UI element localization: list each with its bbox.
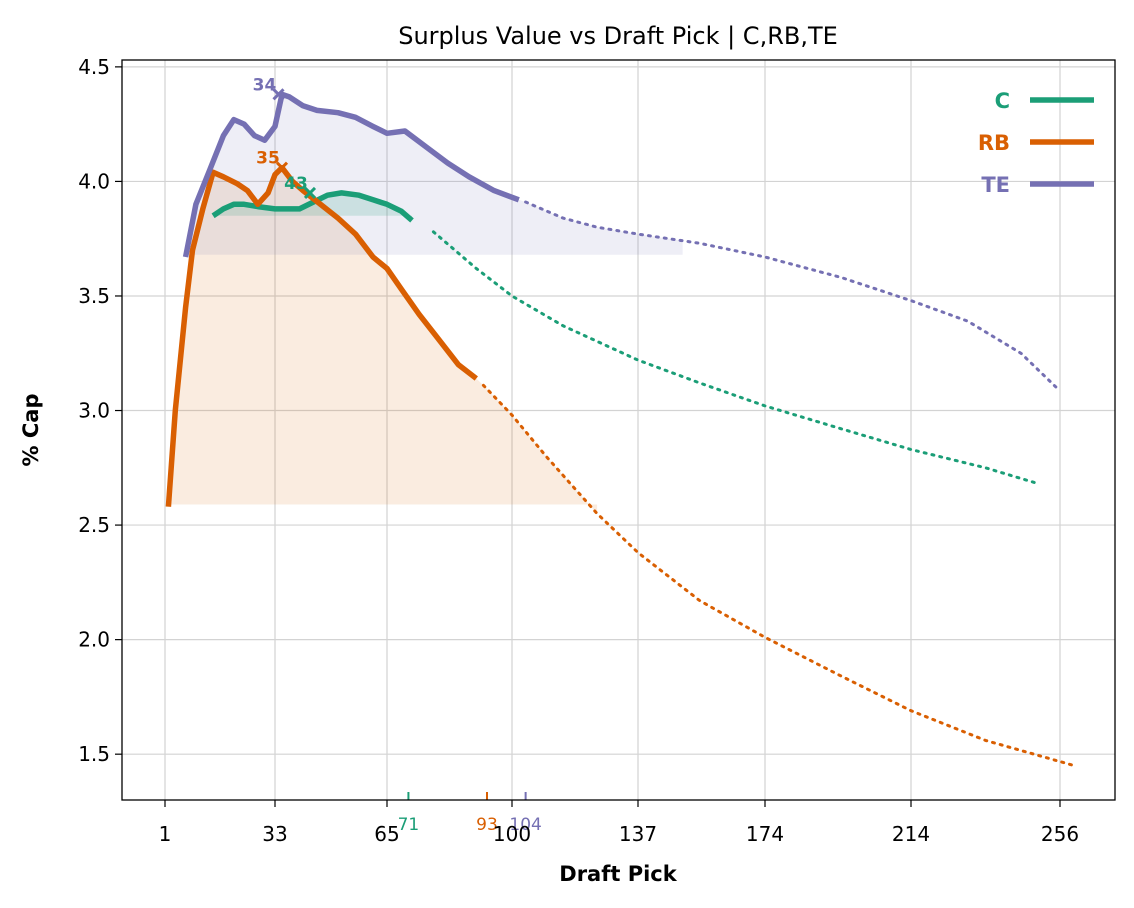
series-rb-dotted <box>481 383 1076 768</box>
rug-marks: 71 93 104 <box>398 792 542 835</box>
chart-title: Surplus Value vs Draft Pick | C,RB,TE <box>398 22 838 50</box>
y-tick-label: 3.0 <box>78 399 110 423</box>
series-te-line <box>182 91 520 258</box>
legend-label-rb: RB <box>978 131 1010 155</box>
rug-label-c: 71 <box>398 815 420 835</box>
peak-x-stroke <box>272 88 285 101</box>
y-tick-label: 1.5 <box>78 742 110 766</box>
gridlines <box>122 60 1115 800</box>
legend: C RB TE <box>978 89 1094 197</box>
legend-label-c: C <box>995 89 1010 113</box>
x-tick-label: 65 <box>374 822 399 846</box>
y-tick-label: 2.5 <box>78 513 110 537</box>
y-tick-label: 4.5 <box>78 55 110 79</box>
fill-area-rb <box>168 167 598 514</box>
rug-label-te: 104 <box>509 815 541 835</box>
peak-marker-rb <box>275 161 289 174</box>
x-tick-label: 174 <box>746 822 784 846</box>
x-axis: 1 33 65 100 137 174 214 256 <box>159 800 1079 846</box>
x-tick-label: 1 <box>159 822 172 846</box>
y-tick-label: 2.0 <box>78 628 110 652</box>
peak-x-stroke <box>275 161 289 174</box>
y-axis: 1.5 2.0 2.5 3.0 3.5 4.0 4.5 <box>78 55 122 766</box>
legend-label-te: TE <box>981 173 1010 197</box>
peak-x-stroke <box>303 186 317 199</box>
peak-label-rb: 35 <box>256 149 280 169</box>
y-axis-title: % Cap <box>19 394 43 467</box>
plot-frame <box>121 59 1116 801</box>
x-tick-label: 256 <box>1041 822 1079 846</box>
fill-area-c <box>213 192 412 221</box>
x-tick-label: 33 <box>262 822 287 846</box>
x-tick-label: 214 <box>892 822 930 846</box>
peak-marker-te <box>272 88 285 101</box>
peak-marker-c <box>303 186 317 199</box>
series-te-dotted <box>524 200 1058 390</box>
y-tick-label: 3.5 <box>78 284 110 308</box>
x-tick-label: 137 <box>619 822 657 846</box>
peak-label-te: 34 <box>253 75 277 95</box>
fill-areas <box>168 94 683 514</box>
x-axis-title: Draft Pick <box>559 862 677 886</box>
y-tick-label: 4.0 <box>78 169 110 193</box>
x-tick-label: 100 <box>493 822 531 846</box>
peak-label-c: 43 <box>284 174 308 194</box>
fill-area-te <box>185 94 683 258</box>
rug-label-rb: 93 <box>476 815 498 835</box>
